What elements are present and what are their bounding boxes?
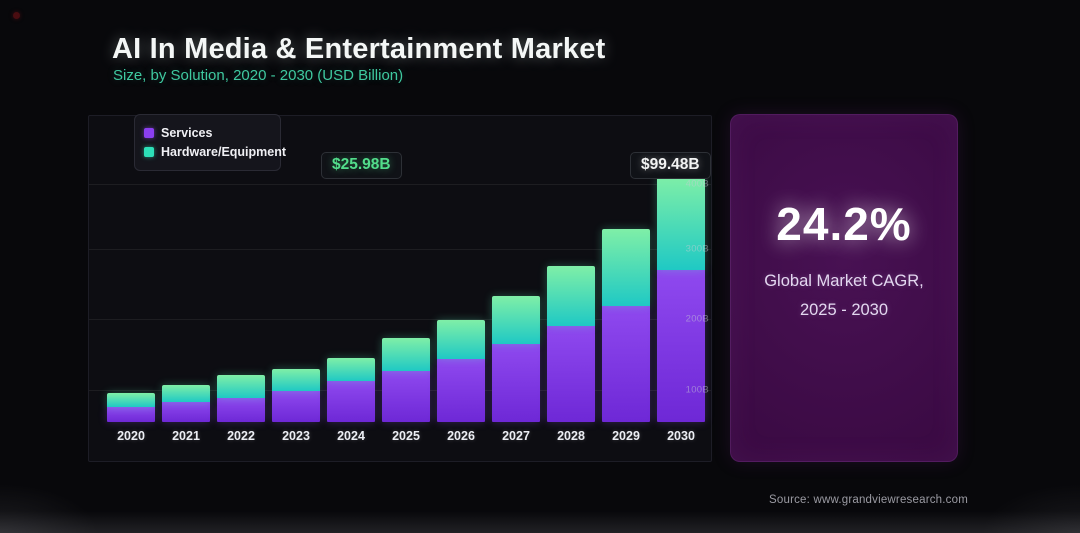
bar-segment-services-2028 — [547, 326, 595, 422]
x-axis-label-2025: 2025 — [392, 429, 420, 443]
y-axis-label: 200B — [685, 313, 709, 325]
x-axis-label-2026: 2026 — [447, 429, 475, 443]
bar-segment-services-2021 — [162, 401, 210, 422]
bar-segment-hardware-2029 — [602, 229, 650, 307]
bar-segment-services-2027 — [492, 344, 540, 422]
x-axis-label-2028: 2028 — [557, 429, 585, 443]
legend-item-hardware: Hardware/Equipment — [144, 145, 286, 159]
bar-segment-services-2022 — [217, 398, 265, 422]
gridline — [89, 184, 711, 185]
y-axis-label: 100B — [685, 384, 709, 396]
bar-segment-services-2023 — [272, 391, 320, 422]
x-axis-label-2020: 2020 — [117, 429, 145, 443]
source-text: Source: www.grandviewresearch.com — [769, 494, 968, 506]
bar-segment-services-2024 — [327, 380, 375, 422]
x-axis-label-2029: 2029 — [612, 429, 640, 443]
services-swatch-icon — [144, 128, 154, 138]
cagr-caption: Global Market CAGR, 2025 - 2030 — [764, 267, 924, 323]
cagr-caption-line2: 2025 - 2030 — [799, 300, 889, 319]
legend-item-services: Services — [144, 126, 271, 140]
y-axis-label: 400B — [685, 178, 709, 190]
bar-segment-hardware-2020 — [107, 393, 155, 407]
bar-segment-hardware-2030 — [657, 176, 705, 270]
bar-segment-hardware-2024 — [327, 357, 375, 381]
bar-segment-services-2030 — [657, 269, 705, 422]
hardware-swatch-icon — [144, 147, 154, 157]
bar-segment-services-2020 — [107, 406, 155, 422]
legend: Services Hardware/Equipment — [134, 114, 286, 171]
legend-label-services: Services — [161, 126, 213, 140]
bar-segment-hardware-2025 — [382, 337, 430, 372]
bar-segment-hardware-2028 — [547, 266, 595, 327]
bar-segment-hardware-2026 — [437, 320, 485, 359]
x-axis-label-2030: 2030 — [667, 429, 695, 443]
bar-segment-services-2025 — [382, 371, 430, 422]
gridline — [89, 249, 711, 250]
cagr-value: 24.2% — [776, 198, 912, 251]
bar-segment-services-2026 — [437, 358, 485, 422]
y-axis-label: 300B — [685, 243, 709, 255]
cagr-highlight-panel: 24.2% Global Market CAGR, 2025 - 2030 — [730, 114, 958, 462]
chart-plot-area: Services Hardware/Equipment $25.98B $99.… — [88, 114, 712, 462]
page-subtitle: Size, by Solution, 2020 - 2030 (USD Bill… — [113, 67, 404, 84]
bar-segment-hardware-2027 — [492, 295, 540, 345]
x-axis-label-2022: 2022 — [227, 429, 255, 443]
annotation-2030-value: $99.48B — [630, 152, 711, 179]
gridline — [89, 319, 711, 320]
page-title: AI In Media & Entertainment Market — [112, 33, 606, 65]
bar-segment-hardware-2022 — [217, 375, 265, 399]
bar-segment-hardware-2023 — [272, 369, 320, 392]
record-dot-icon — [13, 12, 20, 19]
cagr-caption-line1: Global Market CAGR, — [764, 272, 924, 291]
legend-label-hardware: Hardware/Equipment — [161, 145, 287, 159]
bar-segment-services-2029 — [602, 306, 650, 422]
x-axis-label-2021: 2021 — [172, 429, 200, 443]
x-axis-label-2023: 2023 — [282, 429, 310, 443]
bar-segment-hardware-2021 — [162, 384, 210, 402]
x-axis-label-2024: 2024 — [337, 429, 365, 443]
annotation-2024-value: $25.98B — [321, 152, 402, 179]
x-axis-label-2027: 2027 — [502, 429, 530, 443]
